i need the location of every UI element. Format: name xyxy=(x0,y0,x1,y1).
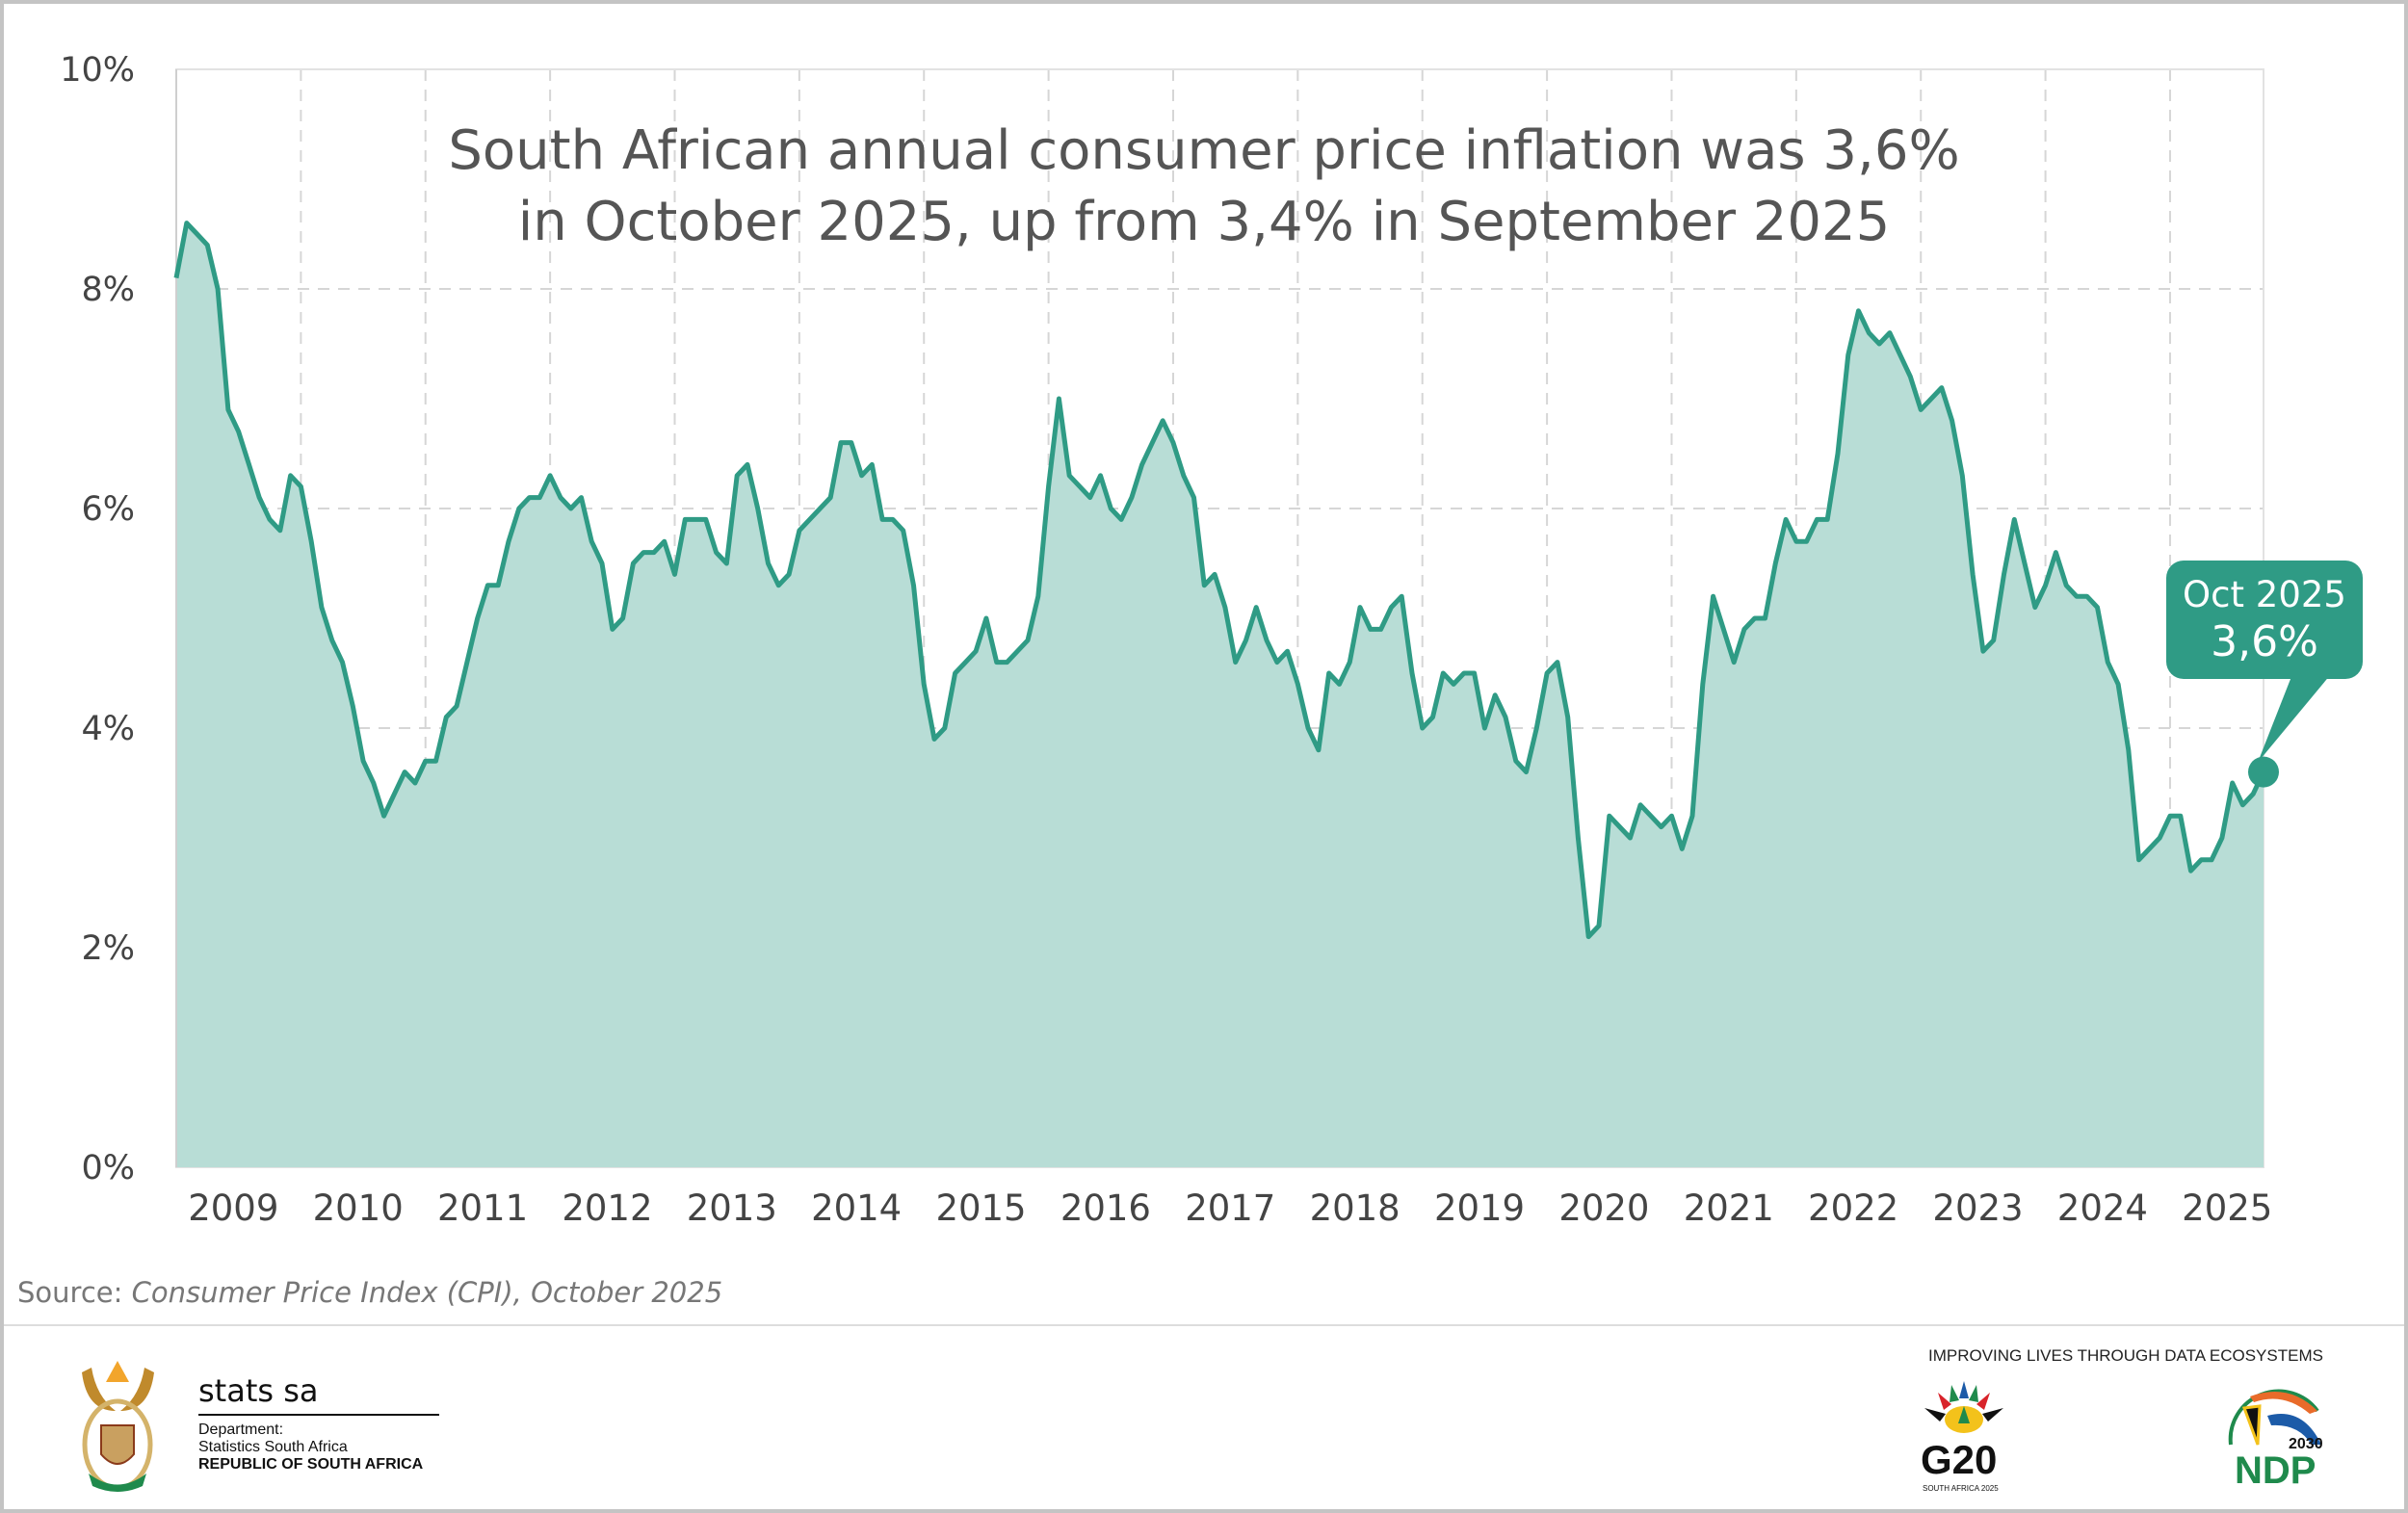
x-tick-label: 2024 xyxy=(2057,1187,2148,1229)
source-note: Source: Consumer Price Index (CPI), Octo… xyxy=(17,1276,722,1309)
ndp-year: 2030 xyxy=(2289,1436,2323,1452)
callout-date: Oct 2025 xyxy=(2183,574,2346,615)
source-prefix: Source: xyxy=(17,1276,132,1309)
footer-divider xyxy=(4,1324,2404,1326)
y-tick-label: 10% xyxy=(60,51,135,90)
wordmark-underline xyxy=(198,1414,439,1416)
source-text: Consumer Price Index (CPI), October 2025 xyxy=(131,1276,723,1309)
callout-value: 3,6% xyxy=(2211,617,2318,666)
g20-flower-logo xyxy=(1924,1381,2003,1433)
x-tick-label: 2022 xyxy=(1808,1187,1898,1229)
x-tick-label: 2018 xyxy=(1310,1187,1400,1229)
coat-of-arms-logo xyxy=(82,1361,154,1492)
x-tick-label: 2016 xyxy=(1060,1187,1151,1229)
y-tick-label: 0% xyxy=(81,1149,135,1187)
x-tick-label: 2011 xyxy=(437,1187,528,1229)
dept-line-3: REPUBLIC OF SOUTH AFRICA xyxy=(198,1456,424,1473)
g20-subtitle: SOUTH AFRICA 2025 xyxy=(1923,1484,1999,1493)
x-tick-label: 2012 xyxy=(562,1187,652,1229)
ndp-2030-logo: 2030 NDP xyxy=(2228,1389,2323,1489)
dept-line-2: Statistics South Africa xyxy=(198,1439,348,1455)
x-tick-label: 2025 xyxy=(2182,1187,2272,1229)
inflation-line xyxy=(173,221,2266,940)
latest-point-marker xyxy=(2248,756,2279,788)
inflation-area xyxy=(176,222,2264,1168)
x-tick-label: 2017 xyxy=(1185,1187,1275,1229)
footer-tagline: IMPROVING LIVES THROUGH DATA ECOSYSTEMS xyxy=(1928,1346,2323,1365)
x-tick-label: 2023 xyxy=(1932,1187,2023,1229)
chart-title-line-1: South African annual consumer price infl… xyxy=(448,119,1960,182)
ndp-wordmark: NDP xyxy=(2235,1449,2316,1489)
x-tick-label: 2021 xyxy=(1684,1187,1774,1229)
x-axis-labels: 2009 2010 2011 2012 2013 2014 2015 2016 2017 2018… xyxy=(188,1187,2272,1229)
callout-pointer xyxy=(2258,674,2331,763)
x-tick-label: 2009 xyxy=(188,1187,278,1229)
dept-line-1: Department: xyxy=(198,1422,284,1438)
y-tick-label: 2% xyxy=(81,929,135,968)
x-tick-label: 2020 xyxy=(1558,1187,1649,1229)
x-tick-label: 2015 xyxy=(935,1187,1026,1229)
latest-value-callout: Oct 2025 3,6% xyxy=(2166,561,2363,679)
x-tick-label: 2014 xyxy=(811,1187,902,1229)
g20-wordmark: G20 xyxy=(1921,1437,1998,1482)
area-layer xyxy=(173,69,2279,1168)
y-tick-label: 6% xyxy=(81,490,135,529)
stats-sa-wordmark: stats sa xyxy=(198,1372,319,1409)
x-tick-label: 2013 xyxy=(687,1187,777,1229)
y-tick-label: 8% xyxy=(81,271,135,309)
callout-tail xyxy=(2258,674,2331,763)
chart-title: South African annual consumer price infl… xyxy=(241,116,2167,258)
x-tick-label: 2019 xyxy=(1434,1187,1525,1229)
x-tick-label: 2010 xyxy=(313,1187,404,1229)
y-tick-label: 4% xyxy=(81,710,135,748)
y-axis-labels: 0% 2% 4% 6% 8% 10% xyxy=(60,51,135,1187)
chart-title-line-2: in October 2025, up from 3,4% in Septemb… xyxy=(517,191,1891,253)
